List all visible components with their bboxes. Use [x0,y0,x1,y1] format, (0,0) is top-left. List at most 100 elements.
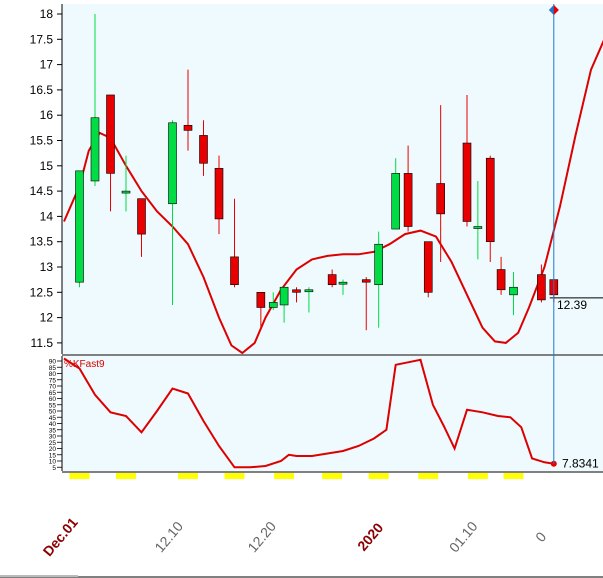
date-marker-block [467,473,488,479]
candle-body [214,168,224,220]
price-tick-label: 14 [40,209,54,223]
date-marker-block [418,473,439,479]
price-tick-label: 18 [40,7,54,21]
candle-body [462,142,472,222]
candle-3[interactable] [106,94,115,212]
candle-body [391,173,401,230]
candle-21[interactable] [403,145,413,232]
indicator-tick-label: 10 [49,459,57,466]
price-tick-label: 17.5 [30,32,54,46]
date-marker-block [178,473,198,479]
cursor-diamond-half [553,5,559,15]
price-tick-label: 16.5 [30,83,54,97]
candle-body [230,256,239,286]
candle-body [137,198,146,235]
date-marker-block [274,473,295,479]
candle-body [268,302,278,308]
candle-10[interactable] [230,198,239,288]
indicator-tick-label: 40 [49,421,57,428]
candle-1[interactable] [75,170,84,288]
candle-body [436,183,445,215]
indicator-tick-label: 30 [49,434,57,441]
candle-body [106,94,115,174]
candle-8[interactable] [199,120,208,176]
candle-body [90,117,100,182]
candle-19[interactable] [374,231,383,328]
candle-23[interactable] [436,105,445,262]
price-tick-label: 15 [40,159,54,173]
indicator-tick-label: 60 [49,396,57,403]
candle-7[interactable] [183,69,193,151]
candle-15[interactable] [304,287,314,313]
indicator-tick-label: 50 [49,409,57,416]
date-marker-block [322,473,343,479]
price-plot-area[interactable] [62,4,603,354]
indicator-tick-label: 55 [49,402,57,409]
moving-average-line [63,39,603,355]
candle-17[interactable] [338,279,348,295]
candle-29[interactable] [537,264,546,303]
candle-25[interactable] [473,180,483,260]
last-price-label: 12.39 [557,298,587,312]
indicator-tick-label: 45 [49,415,57,422]
candle-16[interactable] [327,269,337,288]
candle-body [75,170,84,283]
candle-body [537,274,546,301]
indicator-tick-label: 70 [49,384,57,391]
candle-5[interactable] [137,198,146,257]
kfast9-line [63,357,554,469]
candle-body [304,289,314,293]
candle-9[interactable] [214,155,224,235]
candle-body [374,243,383,286]
price-tick-label: 17 [40,58,54,72]
candle-body [292,289,301,293]
indicator-tick-label: 75 [49,377,57,384]
candle-12[interactable] [268,292,278,311]
candle-18[interactable] [361,277,371,331]
candle-body [473,226,483,229]
indicator-plot-area[interactable] [62,356,603,471]
crosshair-cursor[interactable] [548,4,559,464]
indicator-tick-label: 25 [49,440,57,447]
indicator-tick-label: 5 [52,465,56,472]
candle-2[interactable] [90,14,100,187]
candle-20[interactable] [391,158,401,230]
indicator-tick-label: 65 [49,390,57,397]
candle-body [423,241,433,293]
candle-body [509,286,518,296]
candle-26[interactable] [485,155,495,262]
candle-body [279,286,289,306]
candles-layer [75,14,559,331]
indicator-line-layer: 7.8341 [63,357,599,471]
candle-body [496,269,506,291]
date-marker-block [368,473,389,479]
date-marker-block [116,473,136,479]
moving-average-layer [63,39,603,355]
price-tick-label: 13.5 [30,235,54,249]
indicator-tick-label: 85 [49,365,57,372]
price-tick-label: 12 [40,311,54,325]
candle-14[interactable] [292,287,301,303]
date-marker-block [69,473,90,479]
candle-body [199,135,208,164]
candle-4[interactable] [121,155,131,212]
candle-24[interactable] [462,94,472,227]
indicator-title: %KFast9 [64,359,105,370]
candle-body [121,190,131,194]
candle-6[interactable] [168,120,177,305]
candle-27[interactable] [496,256,506,295]
indicator-last-label: 7.8341 [562,457,599,471]
candle-body [338,281,348,285]
price-tick-label: 13 [40,260,54,274]
candle-11[interactable] [256,291,266,328]
indicator-tick-label: 20 [49,446,57,453]
candle-22[interactable] [423,241,433,298]
candle-body [361,279,371,283]
candle-28[interactable] [509,272,518,316]
date-marker-block [503,473,524,479]
candle-13[interactable] [279,286,289,323]
candle-body [485,157,495,243]
candle-body [403,173,413,227]
